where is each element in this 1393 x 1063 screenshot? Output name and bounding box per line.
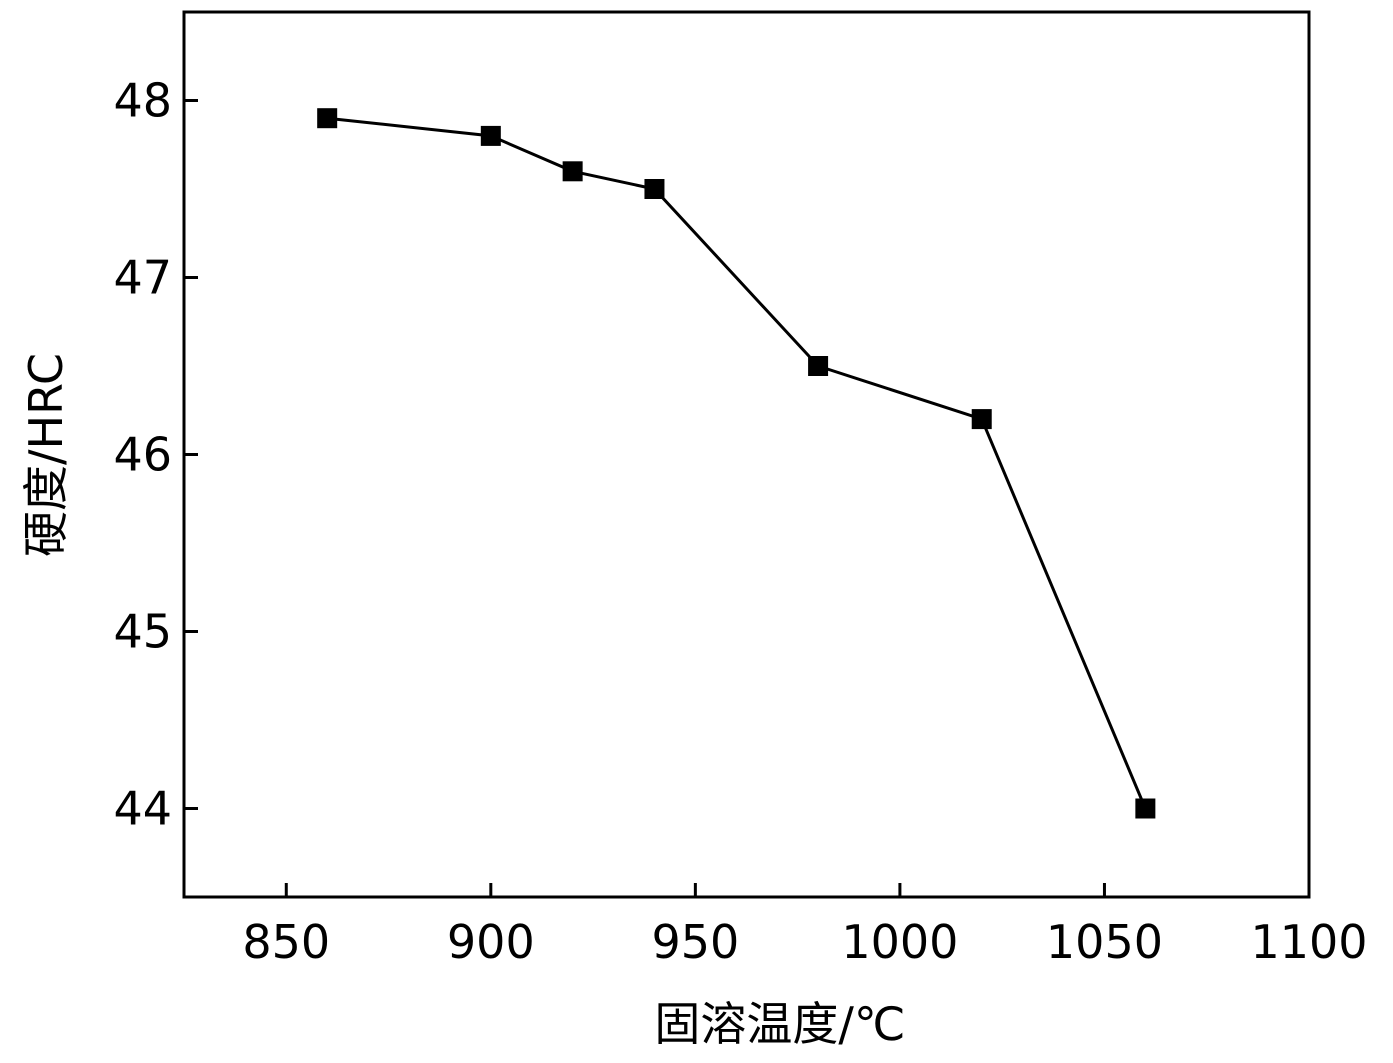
plot-frame bbox=[182, 10, 1311, 899]
y-tick-label: 48 bbox=[113, 74, 172, 128]
data-point bbox=[480, 125, 501, 146]
x-tick-label: 950 bbox=[651, 915, 739, 969]
x-tick-label: 900 bbox=[447, 915, 535, 969]
y-tick-label: 47 bbox=[113, 251, 172, 305]
x-tick-label: 1000 bbox=[841, 915, 958, 969]
points-layer bbox=[317, 108, 1156, 819]
x-tick-label: 1050 bbox=[1046, 915, 1163, 969]
x-tick-label: 1100 bbox=[1250, 915, 1367, 969]
y-tick-label: 44 bbox=[113, 782, 172, 836]
y-tick-label: 45 bbox=[113, 605, 172, 659]
data-point bbox=[644, 179, 665, 199]
data-point bbox=[1135, 798, 1156, 819]
x-tick-label: 850 bbox=[242, 915, 330, 969]
data-point bbox=[562, 161, 583, 182]
y-tick-label: 46 bbox=[113, 428, 172, 482]
ticks-layer: 850 900 950 1000 1050 1100 44 45 46 47 48 bbox=[113, 74, 1367, 970]
y-axis-label: 硬度/HRC bbox=[19, 353, 73, 557]
x-axis-label: 固溶温度/℃ bbox=[654, 997, 905, 1051]
data-point bbox=[317, 108, 338, 129]
data-point bbox=[971, 409, 992, 430]
data-point bbox=[808, 356, 829, 376]
series-line bbox=[327, 116, 1147, 810]
